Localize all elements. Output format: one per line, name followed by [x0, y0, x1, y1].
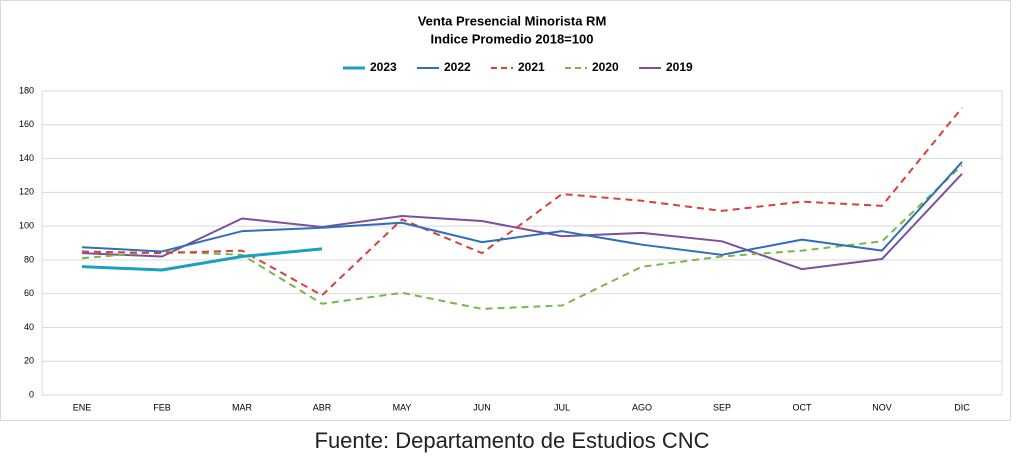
series-line	[81, 107, 963, 297]
series-line	[81, 164, 963, 310]
x-tick-label: AGO	[632, 402, 652, 412]
chart-title: Venta Presencial Minorista RM	[418, 13, 607, 28]
x-tick-label: SEP	[713, 402, 731, 412]
y-tick-label: 160	[19, 119, 34, 129]
y-tick-label: 100	[19, 220, 34, 230]
x-tick-label: MAY	[393, 402, 412, 412]
legend-label: 2019	[666, 60, 693, 74]
y-tick-label: 20	[24, 356, 34, 366]
y-tick-label: 80	[24, 254, 34, 264]
x-tick-label: ABR	[313, 402, 332, 412]
source: Fuente: Departamento de Estudios CNC	[315, 428, 710, 453]
y-tick-label: 120	[19, 187, 34, 197]
x-tick-label: MAR	[232, 402, 253, 412]
legend-label: 2021	[518, 60, 545, 74]
x-tick-label: NOV	[872, 402, 892, 412]
y-tick-label: 140	[19, 153, 34, 163]
x-tick-label: JUN	[473, 402, 491, 412]
x-tick-label: JUL	[554, 402, 570, 412]
legend-label: 2022	[444, 60, 471, 74]
x-tick-label: DIC	[954, 402, 970, 412]
x-tick-label: OCT	[793, 402, 813, 412]
y-tick-label: 0	[29, 389, 34, 399]
chart-frame	[0, 0, 1011, 421]
y-tick-label: 60	[24, 288, 34, 298]
legend-label: 2020	[592, 60, 619, 74]
x-tick-label: FEB	[153, 402, 171, 412]
y-tick-label: 40	[24, 322, 34, 332]
plot-area	[41, 90, 1003, 396]
x-tick-label: ENE	[73, 402, 92, 412]
series-line	[81, 173, 963, 271]
chart-subtitle: Indice Promedio 2018=100	[431, 31, 594, 46]
series-line	[81, 247, 323, 272]
series-line	[81, 161, 963, 256]
y-tick-label: 180	[19, 85, 34, 95]
legend-label: 2023	[370, 60, 397, 74]
